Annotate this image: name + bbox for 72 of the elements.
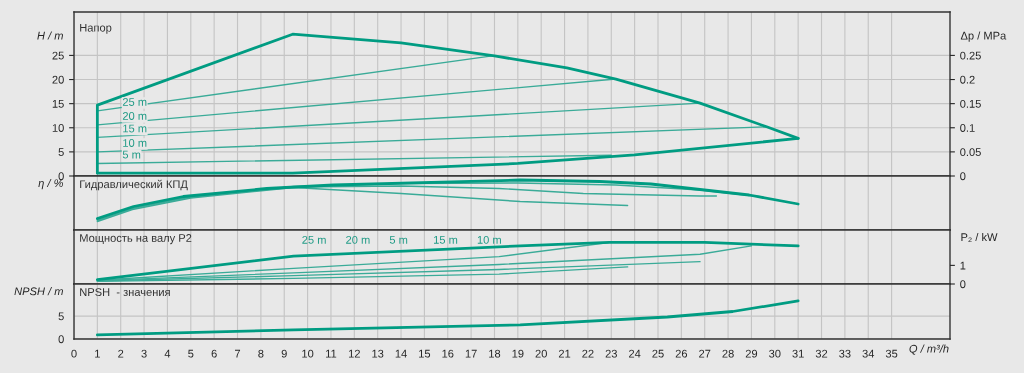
x-tick-label: 26: [675, 349, 688, 358]
y2-tick-label: 0.25: [960, 51, 981, 60]
x-tick-label: 35: [885, 349, 898, 358]
y-tick-label: 5: [58, 148, 64, 157]
x-tick-label: 8: [258, 349, 264, 358]
text: Напор: [80, 23, 112, 34]
x-tick-label: 9: [281, 349, 287, 358]
y-tick-label: 0: [58, 335, 64, 344]
x-tick-label: 20: [535, 349, 547, 358]
y-tick-label: 25: [52, 51, 64, 60]
annotation: 5 m: [389, 236, 408, 244]
y2-tick-label: 0: [960, 280, 966, 289]
x-tick-label: 17: [465, 349, 477, 358]
x-tick-label: 23: [605, 349, 617, 358]
y-tick-label: 15: [52, 100, 64, 108]
x-tick-label: 6: [211, 349, 217, 358]
x-tick-label: 10: [302, 349, 314, 358]
chart-title: NPSH - значения: [80, 288, 170, 297]
x-tick-label: 34: [862, 349, 875, 358]
x-tick-label: 1: [95, 349, 100, 358]
chart-title: Гидравлический КПД: [80, 179, 188, 191]
y2-tick-label: 1: [960, 261, 966, 270]
y-axis-title: H / m: [37, 31, 63, 40]
x-tick-label: 15: [419, 349, 431, 358]
annotation: 25 m: [302, 235, 326, 244]
x-tick-label: 22: [582, 349, 594, 358]
x-tick-label: 4: [164, 349, 171, 358]
annotation: 20 m: [122, 112, 147, 120]
x-tick-label: 7: [235, 349, 241, 358]
annotation: 20 m: [346, 235, 370, 244]
x-tick-label: 32: [815, 349, 828, 358]
x-tick-label: 0: [71, 349, 77, 358]
x-tick-label: 25: [652, 349, 664, 358]
annotation: 15 m: [123, 124, 147, 133]
y-tick-label: 0: [58, 172, 64, 181]
x-tick-label: 12: [348, 349, 360, 358]
x-tick-label: 21: [558, 349, 571, 358]
y-tick-label: 10: [52, 124, 64, 132]
y2-tick-label: 0.1: [960, 124, 975, 132]
annotation: 15 m: [434, 236, 458, 244]
y2-tick-label: 0: [960, 172, 966, 181]
x-tick-label: 30: [769, 349, 781, 358]
x-tick-label: 31: [792, 349, 804, 358]
x-tick-label: 18: [489, 349, 501, 358]
x-tick-label: 19: [512, 349, 524, 358]
y2-axis-title: P₂ / kW: [961, 232, 998, 242]
chart-title: Мощность на валу P2: [80, 234, 192, 245]
y-axis-title: NPSH / m: [14, 287, 63, 296]
y2-tick-label: 0.05: [960, 148, 981, 157]
x-tick-label: 24: [629, 349, 641, 358]
x-axis-title: Q / m³/h: [909, 344, 949, 355]
annotation: 5 m: [122, 150, 141, 159]
x-tick-label: 14: [395, 349, 407, 358]
x-tick-label: 33: [839, 349, 851, 358]
x-tick-label: 13: [372, 349, 384, 358]
x-tick-label: 16: [442, 349, 454, 358]
annotation: 25 m: [122, 98, 147, 106]
y-tick-label: 20: [52, 75, 64, 84]
x-tick-label: 28: [722, 349, 734, 358]
y2-axis-title: Δp / MPa: [960, 31, 1007, 42]
y2-tick-label: 0.15: [960, 99, 981, 108]
x-tick-label: 3: [141, 349, 147, 358]
annotation: 10 m: [477, 235, 501, 244]
x-tick-label: 11: [326, 349, 337, 358]
y-tick-label: 5: [58, 312, 64, 321]
x-tick-label: 27: [699, 349, 711, 358]
x-tick-label: 2: [118, 349, 124, 358]
annotation: 10 m: [123, 139, 147, 147]
x-tick-label: 5: [188, 349, 194, 358]
y2-tick-label: 0.2: [960, 75, 975, 84]
x-tick-label: 29: [745, 349, 758, 358]
y-axis-title: η / %: [38, 178, 64, 190]
